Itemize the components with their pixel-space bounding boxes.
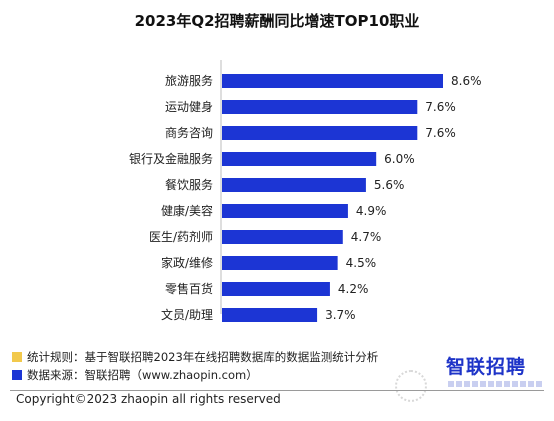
bar	[222, 152, 377, 166]
category-label: 旅游服务	[165, 73, 213, 88]
watermark-ring	[395, 370, 427, 402]
logo-tagline-graphic	[448, 381, 544, 387]
bar	[222, 308, 318, 322]
bars-layer: 旅游服务 8.6% 运动健身 7.6% 商务咨询 7.6% 银行及金融服务 6.0% 餐饮服务 5…	[129, 60, 482, 322]
bar-chart: 旅游服务 8.6% 运动健身 7.6% 商务咨询 7.6% 银行及金融服务 6.0% 餐饮服务 5…	[129, 60, 482, 322]
source-swatch	[12, 370, 22, 380]
value-label: 8.6%	[451, 74, 482, 88]
category-label: 家政/维修	[161, 255, 213, 270]
rule-swatch	[12, 352, 22, 362]
bar	[222, 256, 338, 270]
bar	[222, 74, 443, 88]
bar	[222, 126, 418, 140]
category-label: 商务咨询	[165, 125, 213, 140]
value-label: 4.9%	[356, 204, 387, 218]
bar	[222, 178, 366, 192]
value-label: 3.7%	[325, 308, 356, 322]
value-label: 7.6%	[425, 100, 456, 114]
value-label: 6.0%	[384, 152, 415, 166]
value-label: 4.5%	[346, 256, 377, 270]
category-label: 零售百货	[165, 281, 213, 296]
category-label: 文员/助理	[161, 307, 213, 322]
rule-note: 统计规则：基于智联招聘2023年在线招聘数据库的数据监测统计分析	[12, 348, 378, 366]
copyright-text: Copyright©2023 zhaopin all rights reserv…	[16, 392, 281, 406]
notes: 统计规则：基于智联招聘2023年在线招聘数据库的数据监测统计分析 数据来源：智联…	[12, 348, 378, 384]
category-label: 运动健身	[165, 99, 213, 114]
source-text: 数据来源：智联招聘（www.zhaopin.com）	[27, 368, 258, 382]
source-note: 数据来源：智联招聘（www.zhaopin.com）	[12, 366, 378, 384]
bar	[222, 282, 330, 296]
bar	[222, 100, 418, 114]
category-label: 餐饮服务	[165, 177, 213, 192]
chart-title: 2023年Q2招聘薪酬同比增速TOP10职业	[134, 12, 420, 30]
bar	[222, 230, 343, 244]
value-label: 4.7%	[351, 230, 382, 244]
value-label: 5.6%	[374, 178, 405, 192]
zhaopin-logo: 智联招聘	[446, 356, 527, 378]
bar	[222, 204, 348, 218]
category-label: 健康/美容	[161, 203, 213, 218]
category-label: 银行及金融服务	[129, 151, 213, 166]
category-label: 医生/药剂师	[149, 229, 213, 244]
value-label: 4.2%	[338, 282, 369, 296]
footer-divider	[10, 390, 544, 391]
rule-text: 统计规则：基于智联招聘2023年在线招聘数据库的数据监测统计分析	[27, 350, 379, 364]
value-label: 7.6%	[425, 126, 456, 140]
